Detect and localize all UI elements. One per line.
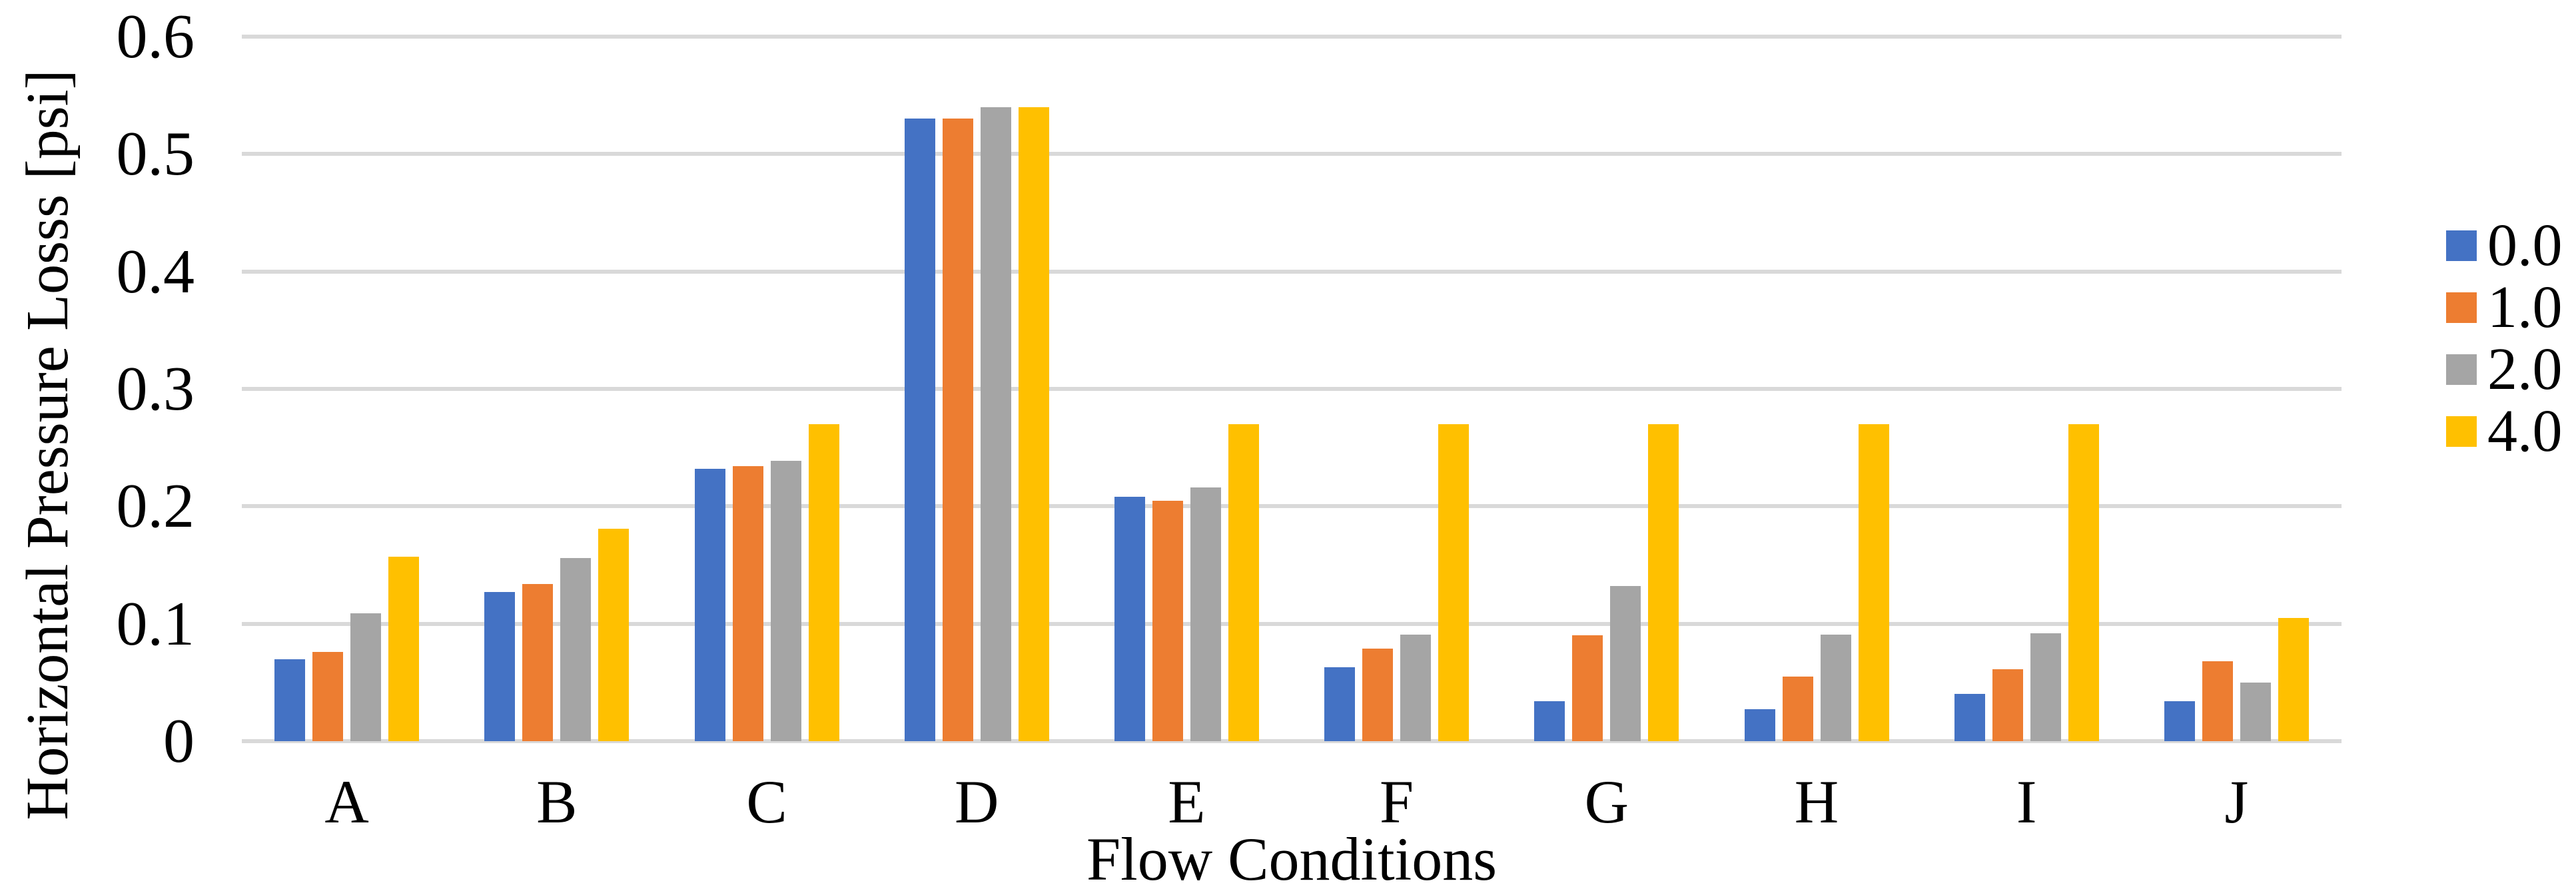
gridline xyxy=(242,269,2342,274)
bar-F-0.0 xyxy=(1324,667,1356,741)
x-axis-title: Flow Conditions xyxy=(1086,825,1498,889)
bar-E-4.0 xyxy=(1228,424,1259,741)
bar-B-4.0 xyxy=(598,528,630,741)
bar-H-0.0 xyxy=(1744,709,1775,741)
legend-label: 4.0 xyxy=(2487,398,2563,464)
legend-item-4.0: 4.0 xyxy=(2446,400,2563,462)
bar-C-4.0 xyxy=(808,424,839,741)
bar-B-2.0 xyxy=(560,557,592,741)
y-axis-tick-label: 0.3 xyxy=(116,354,195,424)
legend-swatch-icon xyxy=(2446,354,2477,385)
bar-H-2.0 xyxy=(1820,634,1851,741)
legend-item-0.0: 0.0 xyxy=(2446,214,2563,276)
category-label-J: J xyxy=(2224,768,2249,836)
category-label-D: D xyxy=(954,768,999,836)
bar-D-1.0 xyxy=(942,119,973,741)
gridline xyxy=(242,739,2342,743)
bar-I-2.0 xyxy=(2030,633,2061,741)
category-label-C: C xyxy=(746,768,787,836)
bar-J-1.0 xyxy=(2202,661,2233,741)
bar-I-0.0 xyxy=(1954,694,1985,741)
category-label-G: G xyxy=(1584,768,1629,836)
bar-G-1.0 xyxy=(1572,635,1603,741)
category-label-I: I xyxy=(2016,768,2037,836)
y-axis-tick-label: 0 xyxy=(163,707,195,776)
legend-label: 1.0 xyxy=(2487,274,2563,340)
bar-F-1.0 xyxy=(1362,648,1394,741)
legend-label: 2.0 xyxy=(2487,336,2563,402)
bar-H-4.0 xyxy=(1858,424,1889,741)
bar-D-2.0 xyxy=(980,107,1011,741)
bar-D-0.0 xyxy=(904,119,935,741)
gridline xyxy=(242,504,2342,509)
bar-A-2.0 xyxy=(350,613,382,741)
bar-G-4.0 xyxy=(1648,424,1679,741)
category-label-F: F xyxy=(1380,768,1414,836)
legend-swatch-icon xyxy=(2446,230,2477,261)
gridline xyxy=(242,152,2342,156)
bar-D-4.0 xyxy=(1018,107,1049,741)
bar-C-2.0 xyxy=(770,460,801,741)
gridline xyxy=(242,621,2342,626)
gridline xyxy=(242,387,2342,391)
bar-G-0.0 xyxy=(1534,701,1565,741)
bar-A-0.0 xyxy=(274,659,306,741)
legend-item-2.0: 2.0 xyxy=(2446,338,2563,400)
legend-swatch-icon xyxy=(2446,292,2477,323)
y-axis-tick-label: 0.4 xyxy=(116,236,195,306)
bar-H-1.0 xyxy=(1782,677,1813,741)
legend-item-1.0: 1.0 xyxy=(2446,276,2563,338)
bar-A-4.0 xyxy=(388,557,420,741)
bar-J-2.0 xyxy=(2240,682,2271,741)
bar-F-4.0 xyxy=(1438,424,1470,741)
y-axis-tick-label: 0.2 xyxy=(116,471,195,541)
category-label-A: A xyxy=(324,768,369,836)
y-axis-tick-label: 0.5 xyxy=(116,119,195,189)
bar-A-1.0 xyxy=(312,651,344,741)
category-label-H: H xyxy=(1794,768,1839,836)
legend: 0.0 1.0 2.0 4.0 xyxy=(2446,214,2563,462)
bar-B-1.0 xyxy=(522,583,554,741)
category-label-E: E xyxy=(1168,768,1206,836)
bar-B-0.0 xyxy=(484,592,516,741)
bar-J-0.0 xyxy=(2164,701,2195,741)
bar-G-2.0 xyxy=(1610,586,1641,741)
bar-C-1.0 xyxy=(732,466,763,741)
bar-I-4.0 xyxy=(2068,424,2099,741)
category-label-B: B xyxy=(536,768,578,836)
y-axis-tick-label: 0.6 xyxy=(116,2,195,71)
bar-E-0.0 xyxy=(1114,497,1145,741)
bar-I-1.0 xyxy=(1992,669,2023,741)
gridline xyxy=(242,35,2342,39)
bar-F-2.0 xyxy=(1400,634,1432,741)
bar-E-2.0 xyxy=(1190,487,1221,741)
bar-E-1.0 xyxy=(1152,500,1183,741)
bar-J-4.0 xyxy=(2278,617,2309,741)
y-axis-tick-label: 0.1 xyxy=(116,589,195,659)
bar-C-0.0 xyxy=(694,468,725,741)
legend-label: 0.0 xyxy=(2487,212,2563,278)
legend-swatch-icon xyxy=(2446,416,2477,447)
